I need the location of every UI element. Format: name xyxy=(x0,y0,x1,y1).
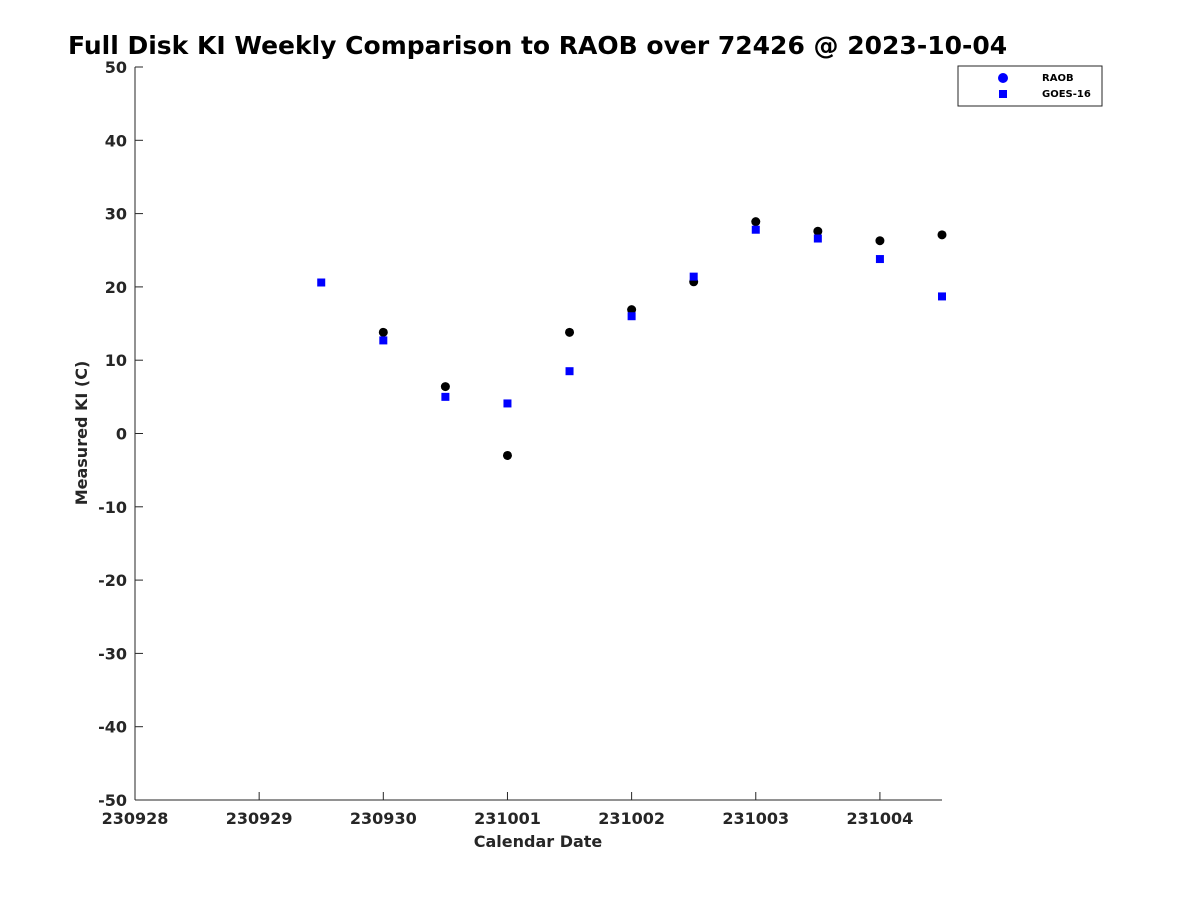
y-tick-label: -30 xyxy=(98,644,127,663)
goes16-point xyxy=(441,392,450,401)
x-tick-label: 231004 xyxy=(847,809,914,828)
x-axis-label: Calendar Date xyxy=(474,832,603,851)
y-tick-label: 30 xyxy=(105,205,127,224)
goes16-point xyxy=(565,367,574,376)
y-tick-label: -10 xyxy=(98,498,127,517)
raob-point xyxy=(813,226,823,236)
x-ticks: 230928 230929 230930 231001 231002 231003 2310… xyxy=(102,792,914,828)
legend: RAOB GOES-16 xyxy=(957,65,1103,107)
legend-goes16-marker xyxy=(999,90,1007,98)
x-tick-label: 231002 xyxy=(598,809,665,828)
goes16-point xyxy=(379,336,388,345)
legend-box xyxy=(957,65,1103,107)
raob-point xyxy=(502,450,512,460)
raob-point xyxy=(378,327,388,337)
y-tick-label: 50 xyxy=(105,58,127,77)
goes16-point xyxy=(627,312,636,321)
y-tick-label: 20 xyxy=(105,278,127,297)
x-tick-label: 230928 xyxy=(102,809,169,828)
goes16-point xyxy=(813,234,822,243)
y-tick-label: 40 xyxy=(105,131,127,150)
y-tick-label: -50 xyxy=(98,791,127,810)
x-tick-label: 231003 xyxy=(722,809,789,828)
axes xyxy=(134,67,942,801)
y-tick-label: -20 xyxy=(98,571,127,590)
legend-raob-label: RAOB xyxy=(1042,73,1074,84)
goes16-point xyxy=(751,225,760,234)
data-points xyxy=(317,217,947,460)
y-ticks: -50 -40 -30 -20 -10 0 10 20 30 40 50 xyxy=(98,58,143,810)
goes16-point xyxy=(503,399,512,408)
y-axis-label: Measured KI (C) xyxy=(72,361,91,506)
legend-goes16-label: GOES-16 xyxy=(1042,89,1091,100)
x-tick-label: 231001 xyxy=(474,809,541,828)
legend-raob-marker xyxy=(998,73,1008,83)
y-tick-label: 10 xyxy=(105,351,127,370)
y-tick-label: 0 xyxy=(116,425,127,444)
raob-point xyxy=(751,217,761,227)
goes16-point xyxy=(875,255,884,264)
y-tick-label: -40 xyxy=(98,718,127,737)
raob-point xyxy=(875,236,885,246)
x-tick-label: 230929 xyxy=(226,809,293,828)
x-tick-label: 230930 xyxy=(350,809,417,828)
raob-point xyxy=(565,327,575,337)
chart-title: Full Disk KI Weekly Comparison to RAOB o… xyxy=(68,31,1007,60)
raob-point xyxy=(627,305,637,315)
goes16-point xyxy=(689,272,698,281)
raob-point xyxy=(937,230,947,240)
goes16-point xyxy=(317,278,326,287)
goes16-point xyxy=(938,292,946,301)
raob-point xyxy=(440,382,450,392)
